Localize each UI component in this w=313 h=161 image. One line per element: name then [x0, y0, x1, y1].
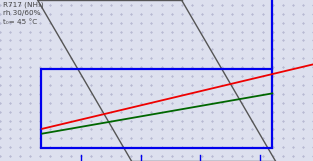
Text: R717 (NH₃)
rh 30/60%
t₀= 45 °C: R717 (NH₃) rh 30/60% t₀= 45 °C: [3, 2, 44, 25]
Bar: [41, 69, 272, 148]
